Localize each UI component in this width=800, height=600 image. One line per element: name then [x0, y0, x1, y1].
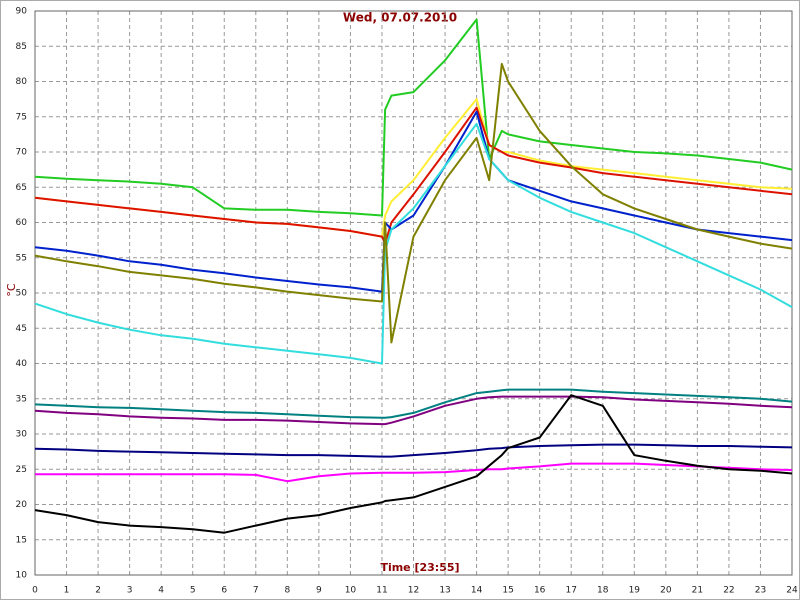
x-tick-label: 13: [439, 586, 450, 596]
x-tick-label: 3: [127, 586, 133, 596]
x-tick-label: 21: [692, 586, 703, 596]
x-tick-label: 1: [64, 586, 70, 596]
y-tick-label: 90: [16, 7, 28, 17]
y-tick-label: 75: [16, 112, 27, 122]
y-tick-label: 30: [16, 430, 28, 440]
plot-border: [34, 10, 793, 576]
series-line: [34, 443, 793, 458]
y-axis-label: °C: [5, 283, 18, 297]
x-axis-label: Time [23:55]: [380, 561, 459, 574]
y-tick-label: 40: [16, 359, 28, 369]
y-tick-label: 65: [16, 183, 27, 193]
series-line: [34, 62, 793, 344]
y-tick-label: 70: [16, 148, 28, 158]
x-tick-label: 16: [534, 586, 546, 596]
x-tick-label: 22: [723, 586, 734, 596]
y-tick-label: 15: [16, 535, 27, 545]
series-line: [34, 395, 793, 426]
x-tick-label: 7: [253, 586, 259, 596]
series-line: [34, 110, 793, 293]
x-tick-label: 15: [502, 586, 513, 596]
x-tick-label: 17: [565, 586, 576, 596]
y-tick-label: 55: [16, 253, 27, 263]
x-tick-label: 12: [408, 586, 419, 596]
y-tick-label: 45: [16, 324, 27, 334]
x-tick-label: 20: [660, 586, 672, 596]
x-tick-label: 10: [345, 586, 357, 596]
series-line: [34, 388, 793, 419]
x-tick-label: 2: [95, 586, 101, 596]
x-tick-label: 14: [471, 586, 483, 596]
x-tick-label: 11: [376, 586, 387, 596]
x-tick-label: 6: [221, 586, 227, 596]
y-tick-label: 50: [16, 289, 28, 299]
y-tick-label: 85: [16, 42, 27, 52]
x-tick-label: 5: [190, 586, 196, 596]
y-tick-label: 80: [16, 77, 28, 87]
series-line: [34, 18, 793, 217]
y-tick-label: 25: [16, 465, 27, 475]
chart-title: Wed, 07.07.2010: [343, 11, 457, 25]
x-tick-label: 4: [158, 586, 164, 596]
x-tick-label: 18: [597, 586, 609, 596]
x-tick-label: 23: [755, 586, 766, 596]
y-tick-label: 20: [16, 500, 28, 510]
y-tick-label: 35: [16, 394, 27, 404]
series-line: [34, 394, 793, 534]
x-tick-label: 19: [629, 586, 641, 596]
series-line: [34, 122, 793, 365]
x-tick-label: 24: [786, 586, 798, 596]
series-line: [35, 462, 793, 483]
x-tick-label: 9: [316, 586, 322, 596]
x-tick-label: 8: [284, 586, 290, 596]
series-line: [34, 106, 793, 245]
y-tick-label: 10: [16, 571, 28, 581]
y-tick-label: 60: [16, 218, 28, 228]
x-tick-label: 0: [32, 586, 38, 596]
